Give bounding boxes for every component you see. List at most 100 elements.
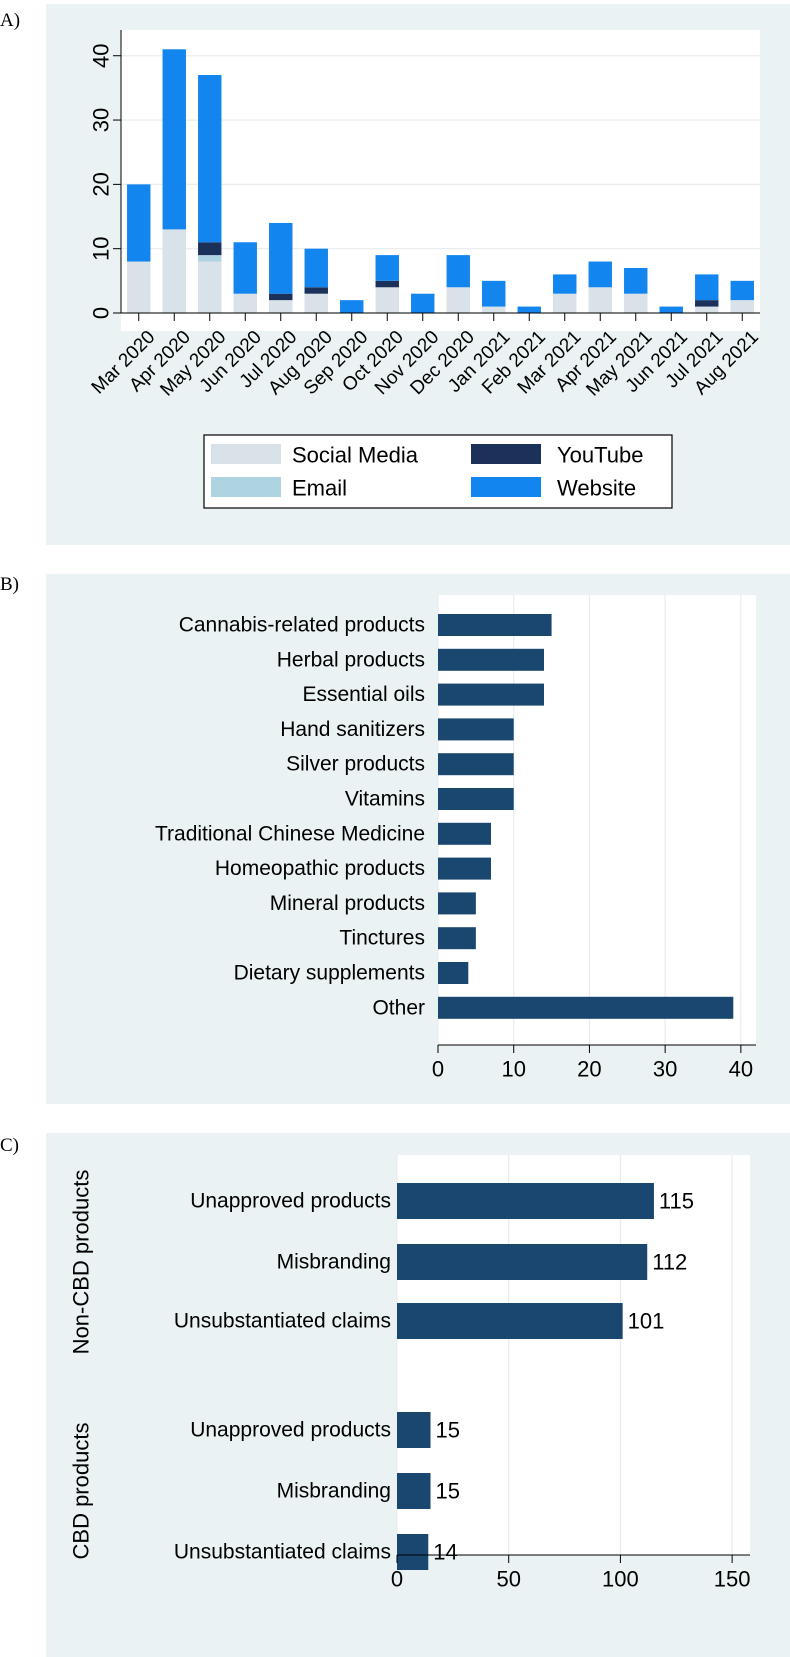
category-label: Traditional Chinese Medicine (155, 822, 425, 845)
x-tick-label: 100 (602, 1567, 639, 1592)
bar-website (624, 267, 648, 294)
y-tick-label: 20 (89, 172, 114, 196)
bar (397, 1244, 648, 1280)
bar-website (659, 306, 683, 313)
bar (397, 1534, 429, 1570)
bar (438, 614, 552, 636)
legend-label-social-media: Social Media (292, 443, 419, 468)
bar-website (482, 280, 506, 307)
bar-website (162, 49, 186, 230)
legend-swatch-email (211, 477, 281, 497)
bar (438, 648, 544, 671)
group-label: Non-CBD products (69, 1170, 94, 1355)
bar-social-media (446, 287, 470, 313)
category-label: Other (372, 996, 425, 1019)
bar (438, 857, 491, 880)
category-label: Homeopathic products (215, 857, 425, 880)
panel-c-label: C) (0, 1135, 19, 1156)
bar (438, 788, 514, 810)
category-label: Dietary supplements (234, 962, 425, 985)
bar-website (304, 248, 328, 288)
bar-website (553, 274, 577, 294)
panel-a-plot-area (121, 30, 760, 331)
y-tick-label: 40 (89, 43, 114, 67)
data-label: 101 (628, 1309, 665, 1334)
category-label: Essential oils (302, 683, 425, 706)
legend-label-email: Email (292, 476, 347, 501)
bar-website (127, 184, 151, 262)
bar (397, 1412, 431, 1448)
category-label: Unsubstantiated claims (174, 1310, 391, 1333)
bar (397, 1473, 431, 1509)
legend: Social Media YouTube Email Website (203, 434, 673, 509)
bar-email (198, 255, 222, 262)
category-label: Silver products (286, 753, 425, 776)
bar-social-media (233, 293, 257, 313)
bar-social-media (695, 306, 719, 313)
bar-website (730, 280, 754, 301)
bar-social-media (624, 293, 648, 313)
category-label: Unsubstantiated claims (174, 1541, 391, 1564)
category-label: Herbal products (277, 648, 425, 671)
legend-label-website: Website (557, 476, 636, 501)
bar-social-media (588, 287, 612, 313)
legend-swatch-youtube (471, 444, 541, 464)
bar (438, 718, 514, 741)
bar (438, 892, 476, 915)
bar-website (446, 255, 470, 288)
bar (438, 753, 514, 776)
bar-social-media (127, 261, 151, 313)
bar-social-media (304, 293, 328, 313)
category-label: Cannabis-related products (179, 614, 425, 637)
bar-social-media (198, 261, 222, 313)
x-tick-label: 150 (714, 1567, 751, 1592)
bar-social-media (482, 306, 506, 313)
data-label: 15 (436, 1479, 460, 1504)
legend-swatch-social-media (211, 444, 281, 464)
x-tick-label: 30 (653, 1057, 677, 1082)
category-label: Unapproved products (190, 1190, 391, 1213)
category-label: Misbranding (277, 1251, 391, 1274)
bar (438, 996, 734, 1019)
bar (438, 927, 476, 950)
bar-website (340, 300, 364, 313)
panel-b-label: B) (0, 574, 19, 595)
category-label: Mineral products (270, 892, 425, 915)
x-tick-label: 10 (501, 1057, 525, 1082)
y-tick-label: 0 (89, 307, 114, 319)
bar-youtube (375, 280, 399, 288)
legend-box (203, 434, 673, 509)
legend-swatch-website (471, 477, 541, 497)
category-label: Tinctures (339, 927, 425, 950)
bar-website (695, 274, 719, 301)
data-label: 112 (652, 1250, 687, 1275)
bar (438, 822, 491, 845)
bar-youtube (269, 293, 293, 301)
bar-youtube (304, 287, 328, 294)
x-tick-label: 0 (391, 1567, 403, 1592)
bar-website (233, 242, 257, 294)
bar-website (198, 75, 222, 243)
bar (438, 962, 469, 984)
bar-social-media (553, 293, 577, 313)
y-tick-label: 30 (89, 108, 114, 132)
group-label: CBD products (69, 1423, 94, 1560)
data-label: 115 (659, 1189, 694, 1214)
bar-social-media (375, 287, 399, 313)
category-label: Misbranding (277, 1480, 391, 1503)
data-label: 15 (436, 1418, 460, 1443)
category-label: Unapproved products (190, 1419, 391, 1442)
data-label: 14 (433, 1540, 457, 1565)
bar (438, 683, 544, 706)
bar-website (588, 261, 612, 288)
x-tick-label: 0 (432, 1057, 444, 1082)
bar-website (517, 306, 541, 313)
y-tick-label: 10 (89, 236, 114, 260)
legend-label-youtube: YouTube (557, 443, 643, 468)
panel-b: B) Cannabis-related products Herbal produ… (0, 574, 790, 1104)
bar-social-media (162, 229, 186, 313)
panel-c-plot-area (397, 1155, 750, 1555)
x-tick-label: 40 (729, 1057, 753, 1082)
